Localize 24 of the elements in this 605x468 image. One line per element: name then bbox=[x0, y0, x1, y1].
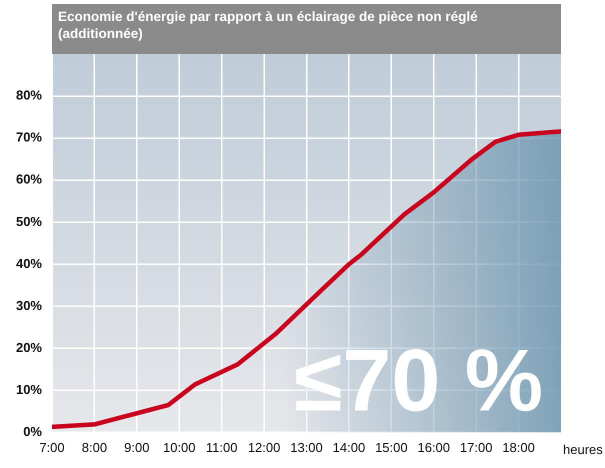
x-tick-label: 7:00 bbox=[39, 440, 65, 455]
x-tick-label: 8:00 bbox=[82, 440, 108, 455]
x-tick-label: 18:00 bbox=[502, 440, 535, 455]
y-tick-label: 30% bbox=[16, 298, 42, 313]
y-tick-label: 10% bbox=[16, 382, 42, 397]
annotation: ≤70 % bbox=[294, 330, 543, 430]
y-tick-label: 70% bbox=[16, 130, 42, 145]
y-tick-label: 20% bbox=[16, 340, 42, 355]
chart-title: Economie d'énergie par rapport à un éclairage de pièce non réglé (additionnée) bbox=[52, 4, 561, 54]
y-tick-label: 40% bbox=[16, 256, 42, 271]
x-tick-label: 14:00 bbox=[332, 440, 366, 455]
x-tick-label: 15:00 bbox=[375, 440, 408, 455]
x-tick-label: 13:00 bbox=[290, 440, 323, 455]
x-tick-label: 11:00 bbox=[206, 440, 238, 455]
y-tick-label: 0% bbox=[23, 424, 42, 439]
y-tick-label: 50% bbox=[16, 214, 42, 229]
y-tick-label: 80% bbox=[16, 88, 42, 103]
y-tick-label: 60% bbox=[16, 172, 42, 187]
x-tick-label: 16:00 bbox=[417, 440, 450, 455]
x-tick-label: 17:00 bbox=[460, 440, 492, 455]
x-tick-label: 9:00 bbox=[124, 440, 150, 455]
x-axis-title: heures bbox=[563, 442, 604, 457]
x-tick-label: 12:00 bbox=[248, 440, 280, 455]
x-tick-label: 10:00 bbox=[162, 440, 196, 455]
